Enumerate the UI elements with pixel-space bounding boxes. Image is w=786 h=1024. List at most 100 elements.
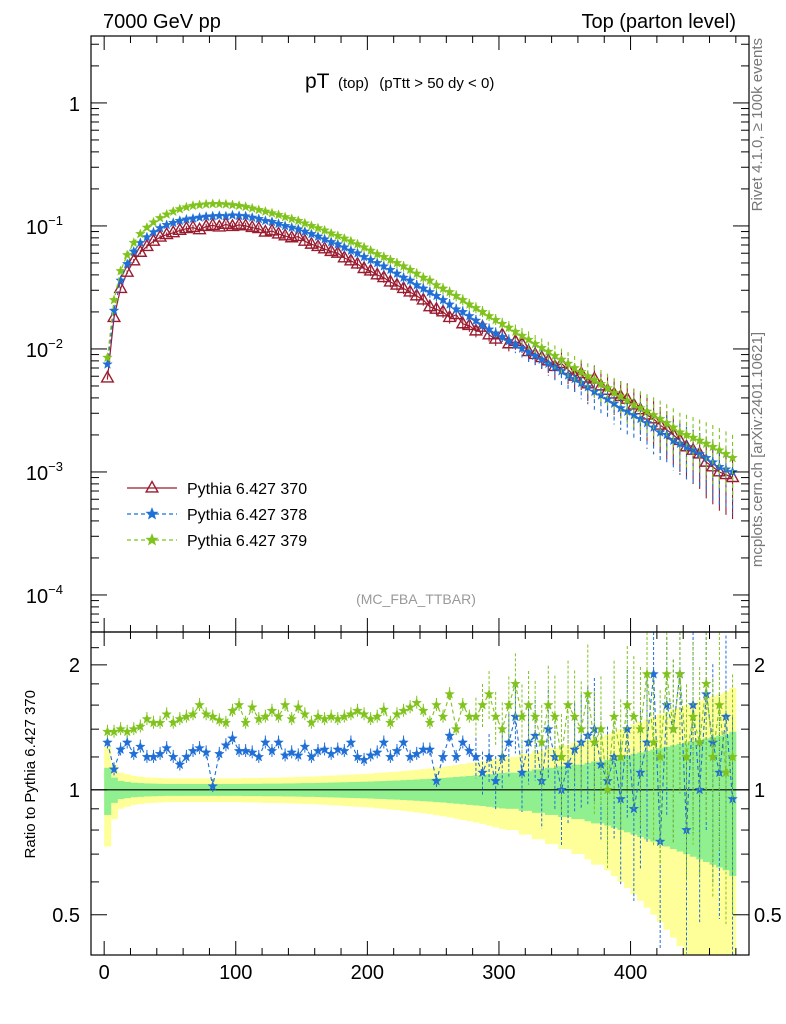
data-point (148, 226, 159, 237)
data-point (161, 219, 172, 230)
ratio-point (457, 699, 469, 710)
y-tick-base: 10 (26, 340, 48, 362)
data-point (185, 219, 201, 233)
data-point (154, 212, 166, 223)
ratio-point (523, 699, 534, 710)
ratio-point (220, 717, 232, 728)
ratio-point (562, 759, 574, 770)
legend-marker-1 (145, 507, 159, 520)
data-point (325, 236, 337, 247)
ratio-point (681, 751, 692, 762)
data-point (385, 254, 396, 265)
data-point (100, 370, 115, 383)
legend-label-0: Pythia 6.427 370 (187, 481, 307, 498)
data-point (503, 322, 515, 333)
band-inner (545, 767, 553, 815)
ratio-point (115, 723, 126, 734)
data-point (450, 303, 462, 314)
data-point (457, 306, 469, 317)
ratio-point (266, 705, 278, 716)
data-point (391, 257, 403, 268)
band-inner (663, 746, 671, 847)
ratio-point (608, 711, 620, 722)
data-point (523, 334, 534, 345)
ratio-point (470, 711, 482, 722)
data-point (291, 228, 306, 242)
data-point (240, 210, 251, 221)
data-point (214, 210, 225, 221)
data-point (324, 243, 339, 257)
data-point (260, 215, 271, 226)
data-point (444, 286, 455, 297)
band-inner (505, 772, 513, 809)
ratio-point (227, 732, 238, 743)
ratio-point (707, 751, 719, 762)
data-point (477, 306, 488, 317)
ratio-point (575, 723, 587, 734)
ratio-point (490, 711, 501, 722)
ratio-point (621, 699, 633, 710)
ratio-point (214, 714, 225, 725)
ratio-point (516, 711, 528, 722)
series-0 (100, 216, 740, 520)
ratio-point (312, 711, 324, 722)
data-point (470, 302, 482, 313)
data-point (161, 208, 172, 219)
data-point (457, 294, 469, 305)
data-point (595, 378, 607, 389)
ratio-point (181, 751, 192, 762)
ratio-point (661, 668, 673, 679)
data-point (371, 248, 383, 259)
data-point (648, 409, 659, 420)
ratio-point (306, 717, 317, 728)
data-point (292, 215, 304, 226)
data-point (194, 199, 205, 210)
data-point (464, 298, 475, 309)
data-point (437, 282, 449, 294)
ratio-point (135, 741, 146, 752)
data-point (167, 205, 179, 217)
band-inner (650, 749, 658, 842)
ratio-point (444, 688, 455, 699)
data-point (106, 309, 122, 323)
data-point (363, 263, 378, 276)
band-inner (531, 769, 539, 813)
data-point (462, 317, 477, 331)
ratio-point (687, 711, 699, 722)
ratio-point (503, 699, 515, 710)
y-tick-exp: −4 (48, 582, 63, 597)
ratio-point (404, 751, 416, 762)
ratio-point (207, 780, 219, 791)
data-point (194, 211, 205, 223)
ratio-y-tick-label-right: 2 (754, 655, 765, 677)
data-point (358, 241, 370, 252)
data-point (192, 221, 207, 235)
watermark: (MC_FBA_TTBAR) (356, 591, 476, 607)
data-point (260, 205, 271, 217)
data-point (297, 233, 312, 246)
ratio-point (589, 736, 600, 748)
data-point (278, 227, 293, 241)
ratio-point (246, 746, 258, 757)
ratio-point (424, 717, 436, 728)
data-point (635, 402, 646, 413)
data-point (376, 269, 391, 283)
ratio-point (352, 705, 363, 716)
data-point (370, 266, 385, 280)
ratio-point (477, 699, 488, 710)
data-point (431, 290, 442, 301)
data-point (264, 223, 279, 236)
ratio-point (543, 699, 554, 710)
ratio-point (556, 751, 567, 762)
data-point (339, 241, 350, 252)
series-1 (102, 209, 738, 514)
ratio-point (167, 751, 179, 762)
data-point (273, 218, 284, 229)
legend: Pythia 6.427 370 Pythia 6.427 378 Pythia 6… (127, 480, 307, 550)
ratio-point (674, 668, 686, 679)
data-point (404, 264, 416, 275)
x-tick-label: 0 (99, 962, 110, 984)
ratio-point (450, 723, 462, 734)
legend-marker-0 (144, 480, 160, 493)
band-inner (676, 743, 684, 852)
